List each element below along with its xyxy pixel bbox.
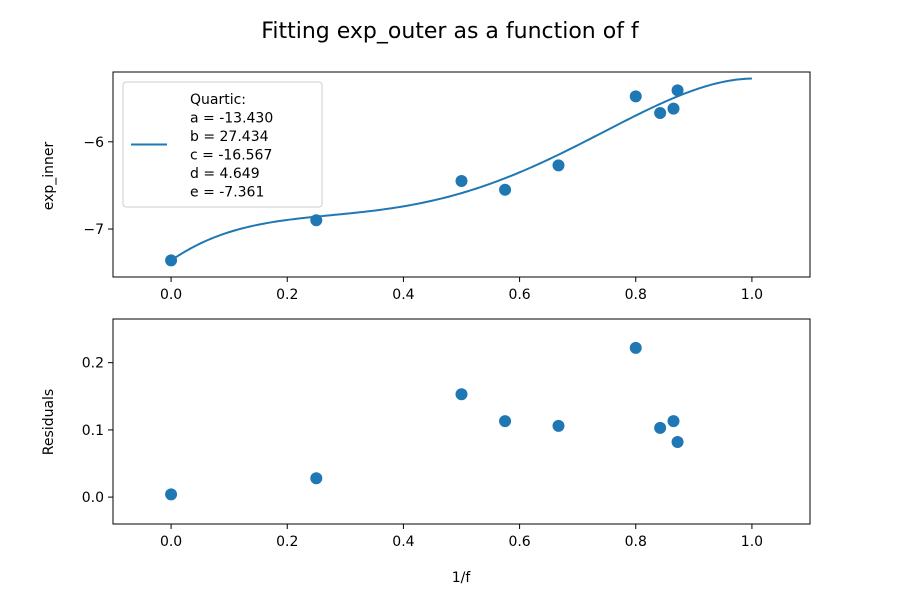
data-point <box>310 214 323 227</box>
legend-entry-line: a = -13.430 <box>190 111 273 127</box>
x-tick-label: 0.0 <box>160 287 182 303</box>
legend-entry-line: Quartic: <box>190 92 246 108</box>
x-tick-label: 1.0 <box>741 534 763 550</box>
data-point <box>654 107 667 119</box>
bottom-ylabel: Residuals <box>41 389 57 455</box>
top-panel-fit: exp_inner 0.0 0.2 0.4 0.6 0.8 1.0 −7 −6 Quartic:… <box>41 71 811 303</box>
x-tick-label: 1.0 <box>741 287 763 303</box>
x-tick-label: 0.8 <box>625 534 647 550</box>
axes-frame <box>112 318 811 525</box>
data-point <box>629 90 642 103</box>
axes-frame <box>112 71 811 278</box>
legend-entry-line: c = -16.567 <box>190 148 272 164</box>
y-tick-label: −6 <box>83 135 104 151</box>
data-point <box>671 436 684 448</box>
y-tick-label: −7 <box>83 222 104 238</box>
y-tick-label: 0.2 <box>82 356 104 372</box>
x-tick-label: 0.0 <box>160 534 182 550</box>
data-point <box>552 159 565 172</box>
bottom-xlabel: 1/f <box>452 570 472 586</box>
x-tick-label: 0.2 <box>276 287 298 303</box>
legend: Quartic: a = -13.430 b = 27.434 c = -16.567… <box>122 81 323 208</box>
data-point <box>499 183 512 196</box>
y-tick-label: 0.1 <box>82 423 104 439</box>
top-ylabel: exp_inner <box>41 141 57 210</box>
x-tick-label: 0.6 <box>508 534 530 550</box>
x-tick-label: 0.2 <box>276 534 298 550</box>
data-point <box>499 415 512 428</box>
data-point <box>552 419 565 432</box>
data-point <box>165 254 178 267</box>
data-point <box>455 175 468 188</box>
fit-curve <box>170 77 752 262</box>
data-point <box>310 472 323 485</box>
legend-entry-line: d = 4.649 <box>190 166 260 182</box>
data-point <box>671 84 684 97</box>
data-point <box>165 488 178 501</box>
x-tick-label: 0.8 <box>625 287 647 303</box>
legend-entry-line: e = -7.361 <box>190 185 264 201</box>
legend-entry-line: b = 27.434 <box>190 129 269 145</box>
chart-title: Fitting exp_outer as a function of f <box>261 19 640 44</box>
x-tick-label: 0.4 <box>392 534 414 550</box>
legend-box <box>122 81 323 208</box>
bottom-panel-residuals: Residuals 1/f 0.0 0.2 0.4 0.6 0.8 1.0 0.0 0.1 0.… <box>41 318 811 586</box>
data-point <box>667 415 680 428</box>
x-tick-label: 0.6 <box>508 287 530 303</box>
x-tick-label: 0.4 <box>392 287 414 303</box>
data-point <box>629 341 642 354</box>
y-tick-label: 0.0 <box>82 490 104 506</box>
data-point <box>455 388 468 401</box>
data-point <box>654 421 667 434</box>
data-point <box>667 102 680 115</box>
